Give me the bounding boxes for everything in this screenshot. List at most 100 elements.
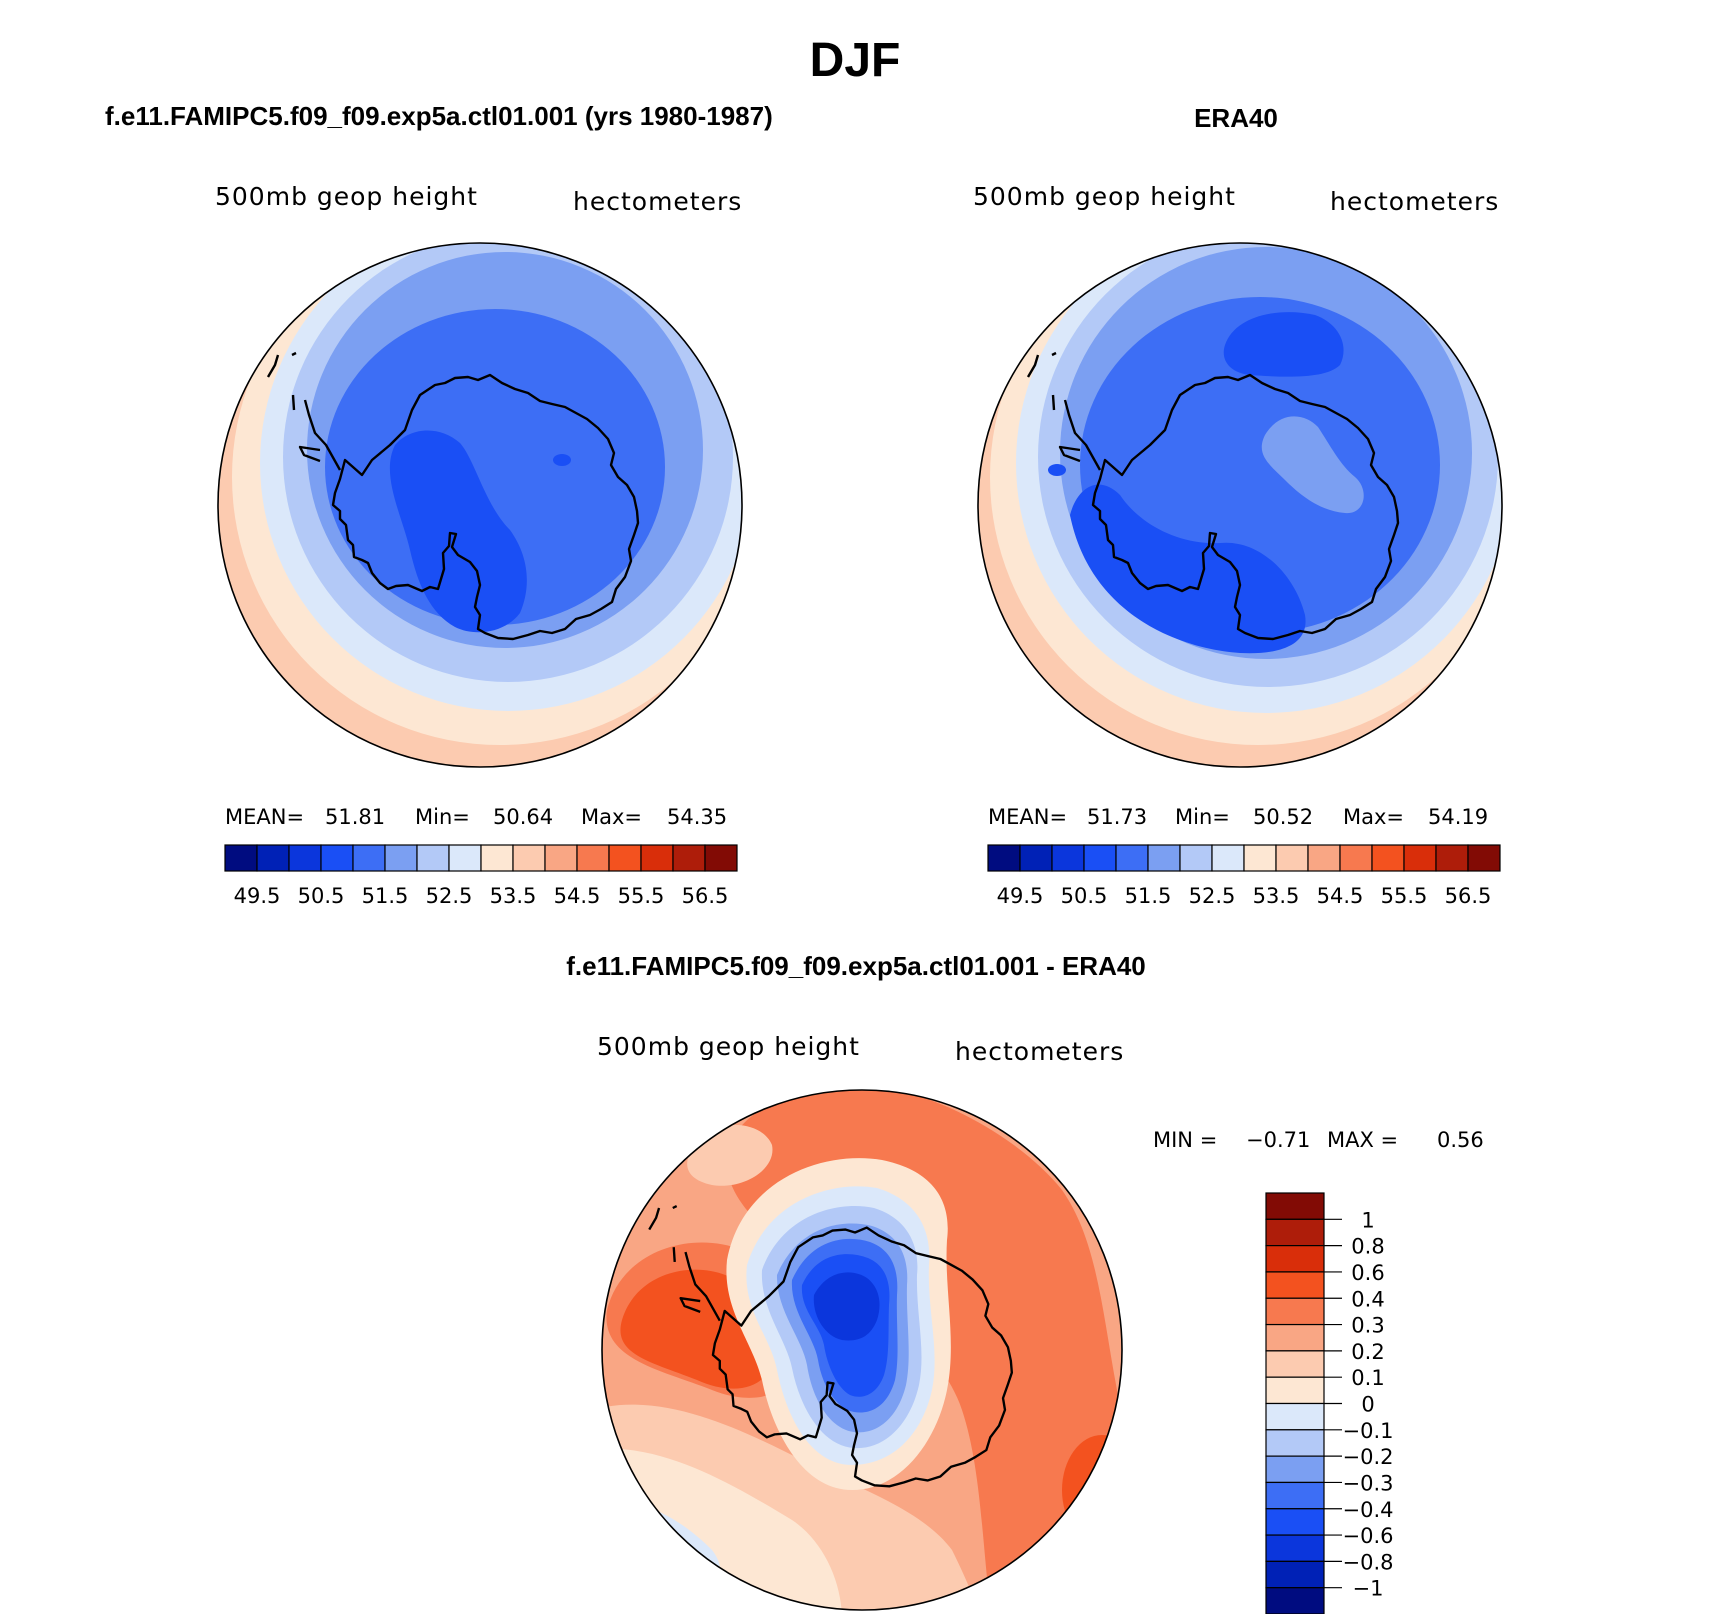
- diff-map: [601, 1089, 1123, 1611]
- obs-colorbar-box: [1179, 844, 1213, 872]
- model-colorbar-box: [608, 844, 642, 872]
- diff-colorbar-box: [1265, 1587, 1325, 1614]
- obs-colorbar-box: [1339, 844, 1373, 872]
- obs-colorbar-tick: 55.5: [1381, 884, 1428, 908]
- diff-units-label: hectometers: [955, 1037, 1124, 1066]
- model-panel-title: f.e11.FAMIPC5.f09_f09.exp5a.ctl01.001 (y…: [105, 101, 773, 131]
- diff-max-value: 0.56: [1437, 1128, 1484, 1152]
- diff-colorbar-tick: 0.8: [1351, 1235, 1384, 1259]
- obs-colorbar: 49.5 50.5 51.5 52.5 53.5 54.5 55.5 56.5: [987, 844, 1501, 908]
- diff-colorbar-box: [1265, 1245, 1325, 1273]
- model-min-label: Min=: [415, 805, 470, 829]
- diff-colorbar-tick: −0.1: [1343, 1419, 1394, 1443]
- model-colorbar-box: [448, 844, 482, 872]
- model-colorbar-box: [640, 844, 674, 872]
- diff-colorbar-box: [1265, 1376, 1325, 1405]
- diff-max-label: MAX =: [1327, 1128, 1398, 1152]
- obs-colorbar-box: [1019, 844, 1053, 872]
- obs-colorbar-box: [1275, 844, 1309, 872]
- diff-colorbar-box: [1265, 1297, 1325, 1326]
- obs-colorbar-box: [1307, 844, 1341, 872]
- obs-colorbar-box: [1403, 844, 1437, 872]
- diff-colorbar-box: [1265, 1323, 1325, 1352]
- diff-colorbar-tick: −0.6: [1343, 1524, 1394, 1548]
- model-colorbar-box: [384, 844, 418, 872]
- model-colorbar-box: [256, 844, 290, 872]
- model-colorbar-box: [288, 844, 322, 872]
- model-colorbar-box: [576, 844, 610, 872]
- model-colorbar-tick: 50.5: [298, 884, 345, 908]
- model-units-label: hectometers: [573, 187, 742, 216]
- model-colorbar-tick: 53.5: [490, 884, 537, 908]
- diff-colorbar-box: [1265, 1508, 1325, 1536]
- model-max-value: 54.35: [667, 805, 727, 829]
- model-mean-value: 51.81: [325, 805, 385, 829]
- diff-colorbar-box: [1265, 1192, 1325, 1220]
- obs-colorbar-box: [1115, 844, 1149, 872]
- model-colorbar-box: [672, 844, 706, 872]
- diff-panel-title: f.e11.FAMIPC5.f09_f09.exp5a.ctl01.001 - …: [566, 951, 1146, 981]
- model-min-value: 50.64: [493, 805, 553, 829]
- obs-colorbar-tick: 54.5: [1317, 884, 1364, 908]
- model-colorbar: 49.5 50.5 51.5 52.5 53.5 54.5 55.5 56.5: [224, 844, 738, 908]
- obs-colorbar-tick: 50.5: [1061, 884, 1108, 908]
- model-mean-label: MEAN=: [225, 805, 304, 829]
- diff-colorbar-tick: −0.8: [1343, 1550, 1394, 1574]
- figure-title: DJF: [810, 34, 901, 87]
- diff-min-value: −0.71: [1246, 1128, 1310, 1152]
- obs-colorbar-box: [1051, 844, 1085, 872]
- diff-colorbar-tick: 1: [1361, 1208, 1374, 1232]
- obs-colorbar-box: [1467, 844, 1501, 872]
- obs-colorbar-tick: 49.5: [997, 884, 1044, 908]
- model-colorbar-tick: 49.5: [234, 884, 281, 908]
- diff-colorbar-tick: 0.4: [1351, 1287, 1384, 1311]
- obs-colorbar-box: [987, 844, 1021, 872]
- panel-diff: f.e11.FAMIPC5.f09_f09.exp5a.ctl01.001 - …: [566, 951, 1484, 1614]
- diff-colorbar-tick: −0.4: [1343, 1498, 1394, 1522]
- model-colorbar-box: [224, 844, 258, 872]
- obs-min-label: Min=: [1175, 805, 1230, 829]
- model-map: [217, 242, 743, 768]
- diff-min-label: MIN =: [1153, 1128, 1217, 1152]
- model-colorbar-box: [352, 844, 386, 872]
- obs-colorbar-tick: 56.5: [1445, 884, 1492, 908]
- diff-colorbar-box: [1265, 1350, 1325, 1378]
- diff-colorbar-tick: −1: [1353, 1577, 1384, 1601]
- model-colorbar-box: [416, 844, 450, 872]
- obs-variable-label: 500mb geop height: [973, 182, 1236, 211]
- obs-panel-title: ERA40: [1194, 103, 1278, 133]
- diff-variable-label: 500mb geop height: [597, 1032, 860, 1061]
- obs-colorbar-tick: 53.5: [1253, 884, 1300, 908]
- diff-colorbar-tick: 0: [1361, 1393, 1374, 1417]
- model-colorbar-box: [512, 844, 546, 872]
- obs-mean-value: 51.73: [1087, 805, 1147, 829]
- model-colorbar-tick: 51.5: [362, 884, 409, 908]
- obs-map: [977, 242, 1503, 768]
- diff-colorbar-box: [1265, 1560, 1325, 1589]
- diff-colorbar-tick: 0.3: [1351, 1314, 1384, 1338]
- diff-colorbar-box: [1265, 1534, 1325, 1562]
- obs-max-label: Max=: [1343, 805, 1404, 829]
- obs-colorbar-box: [1211, 844, 1245, 872]
- obs-mean-label: MEAN=: [988, 805, 1067, 829]
- model-colorbar-tick: 55.5: [618, 884, 665, 908]
- obs-colorbar-box: [1083, 844, 1117, 872]
- model-colorbar-tick: 52.5: [426, 884, 473, 908]
- model-colorbar-box: [320, 844, 354, 872]
- obs-colorbar-box: [1371, 844, 1405, 872]
- diff-colorbar-tick: 0.1: [1351, 1366, 1384, 1390]
- diff-colorbar-tick: 0.6: [1351, 1261, 1384, 1285]
- diff-colorbar-box: [1265, 1271, 1325, 1299]
- diff-colorbar-box: [1265, 1402, 1325, 1431]
- diff-colorbar-tick: −0.2: [1343, 1445, 1394, 1469]
- model-max-label: Max=: [581, 805, 642, 829]
- obs-max-value: 54.19: [1428, 805, 1488, 829]
- obs-colorbar-box: [1435, 844, 1469, 872]
- diff-colorbar-box: [1265, 1455, 1325, 1484]
- diff-colorbar-box: [1265, 1481, 1325, 1510]
- obs-colorbar-box: [1243, 844, 1277, 872]
- diff-colorbar-tick: −0.3: [1343, 1471, 1394, 1495]
- obs-colorbar-tick: 52.5: [1189, 884, 1236, 908]
- panel-obs: ERA40 500mb geop height hectometers MEAN…: [973, 103, 1503, 908]
